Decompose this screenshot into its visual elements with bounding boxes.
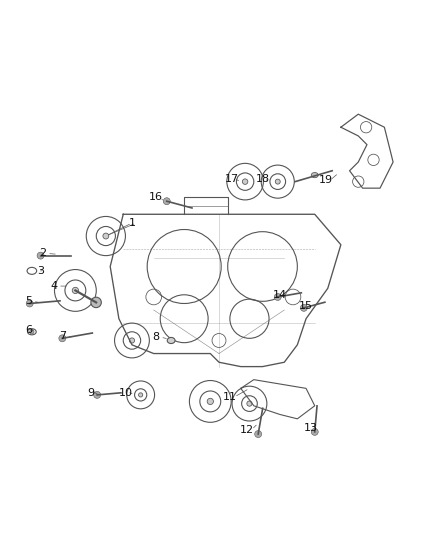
Text: 4: 4: [50, 281, 57, 291]
Circle shape: [30, 329, 34, 334]
Circle shape: [163, 198, 170, 205]
Text: 11: 11: [223, 392, 237, 402]
Text: 16: 16: [149, 192, 163, 202]
Text: 2: 2: [39, 248, 46, 259]
Circle shape: [300, 304, 307, 311]
Circle shape: [274, 294, 281, 301]
Circle shape: [72, 287, 78, 294]
Text: 7: 7: [59, 331, 66, 341]
Circle shape: [59, 335, 66, 342]
Text: 18: 18: [255, 174, 269, 184]
Circle shape: [138, 393, 143, 397]
Text: 8: 8: [152, 332, 159, 342]
Text: 3: 3: [37, 266, 44, 276]
Circle shape: [247, 401, 252, 406]
Ellipse shape: [167, 337, 175, 344]
Text: 1: 1: [128, 218, 135, 228]
Circle shape: [103, 233, 109, 239]
Text: 5: 5: [25, 296, 32, 306]
Circle shape: [311, 429, 318, 435]
Text: 14: 14: [273, 290, 287, 300]
Text: 19: 19: [318, 175, 333, 185]
Text: 6: 6: [25, 325, 32, 335]
Circle shape: [129, 338, 134, 343]
Circle shape: [94, 391, 101, 398]
Circle shape: [207, 398, 213, 405]
Text: 10: 10: [118, 387, 132, 398]
Circle shape: [242, 179, 248, 184]
Circle shape: [37, 252, 44, 259]
Circle shape: [254, 431, 261, 438]
Text: 17: 17: [225, 174, 239, 184]
Text: 15: 15: [299, 301, 313, 311]
Circle shape: [91, 297, 101, 308]
Circle shape: [275, 179, 280, 184]
Text: 9: 9: [87, 387, 94, 398]
Circle shape: [26, 300, 33, 307]
Text: 13: 13: [304, 423, 318, 433]
Ellipse shape: [311, 173, 318, 177]
Text: 12: 12: [240, 425, 254, 435]
